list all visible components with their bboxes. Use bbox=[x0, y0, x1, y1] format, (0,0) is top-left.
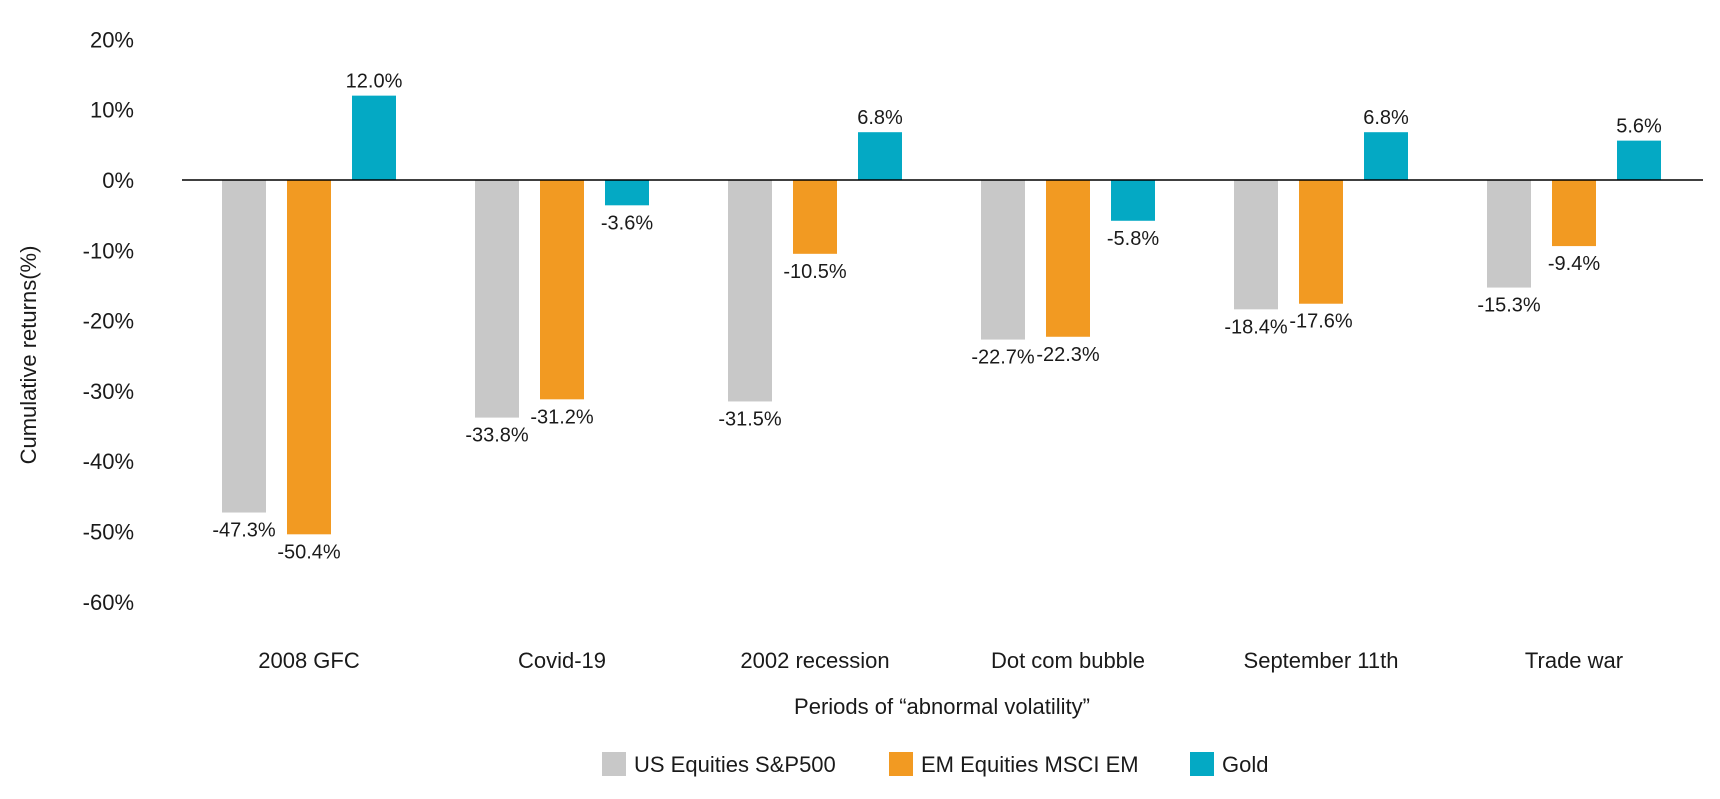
legend-label: EM Equities MSCI EM bbox=[921, 752, 1139, 777]
bar bbox=[1487, 180, 1531, 288]
y-axis-ticks: 20% 10% 0% -10% -20% -30% -40% -50% -60% bbox=[83, 27, 134, 614]
bar bbox=[605, 180, 649, 206]
legend: US Equities S&P500 EM Equities MSCI EM Gol… bbox=[602, 752, 1268, 777]
y-tick-label: -60% bbox=[83, 590, 134, 615]
category-label: 2002 recession bbox=[740, 648, 889, 673]
bar bbox=[1111, 180, 1155, 221]
y-tick-label: 20% bbox=[90, 27, 134, 52]
y-tick-label: -30% bbox=[83, 379, 134, 404]
category-label: 2008 GFC bbox=[258, 648, 360, 673]
data-label: -15.3% bbox=[1477, 295, 1541, 317]
data-label: -10.5% bbox=[783, 261, 847, 283]
bar bbox=[475, 180, 519, 418]
bar bbox=[1046, 180, 1090, 337]
bars bbox=[222, 95, 1661, 535]
legend-swatch bbox=[1190, 752, 1214, 776]
bar bbox=[352, 95, 396, 180]
bar bbox=[222, 180, 266, 513]
bar bbox=[1364, 132, 1408, 180]
bar bbox=[1234, 180, 1278, 310]
data-label: -31.2% bbox=[530, 406, 594, 428]
y-tick-label: 0% bbox=[102, 168, 134, 193]
legend-swatch bbox=[889, 752, 913, 776]
y-tick-label: -10% bbox=[83, 238, 134, 263]
data-label: 5.6% bbox=[1616, 116, 1662, 138]
bar bbox=[793, 180, 837, 254]
category-label: Dot com bubble bbox=[991, 648, 1145, 673]
data-label: -47.3% bbox=[212, 520, 276, 542]
category-label: September 11th bbox=[1244, 648, 1399, 673]
data-label: -9.4% bbox=[1548, 253, 1600, 275]
data-label: -33.8% bbox=[465, 425, 529, 447]
data-label: 12.0% bbox=[346, 71, 403, 93]
data-label: -18.4% bbox=[1224, 316, 1288, 338]
bar bbox=[858, 132, 902, 180]
data-label: -50.4% bbox=[277, 541, 341, 563]
y-tick-label: 10% bbox=[90, 98, 134, 123]
x-axis-title: Periods of “abnormal volatility” bbox=[794, 694, 1090, 719]
data-label: -3.6% bbox=[601, 212, 653, 234]
category-labels: 2008 GFC Covid-19 2002 recession Dot com bu… bbox=[258, 648, 1623, 673]
bar bbox=[540, 180, 584, 400]
data-label: -17.6% bbox=[1289, 311, 1353, 333]
bar bbox=[1299, 180, 1343, 304]
data-labels: -47.3%-50.4% 12.0% -33.8%-31.2% -3.6% -31.5%… bbox=[212, 71, 1662, 564]
category-label: Covid-19 bbox=[518, 648, 606, 673]
legend-swatch bbox=[602, 752, 626, 776]
y-tick-label: -40% bbox=[83, 449, 134, 474]
legend-label: US Equities S&P500 bbox=[634, 752, 836, 777]
bar bbox=[1617, 140, 1661, 180]
data-label: -22.3% bbox=[1036, 344, 1100, 366]
bar bbox=[981, 180, 1025, 340]
category-label: Trade war bbox=[1525, 648, 1623, 673]
bar bbox=[728, 180, 772, 402]
bar bbox=[287, 180, 331, 535]
data-label: -5.8% bbox=[1107, 228, 1159, 250]
data-label: -31.5% bbox=[718, 408, 782, 430]
data-label: -22.7% bbox=[971, 347, 1035, 369]
bar bbox=[1552, 180, 1596, 247]
data-label: 6.8% bbox=[857, 107, 903, 129]
y-tick-label: -50% bbox=[83, 520, 134, 545]
y-axis-title: Cumulative returns(%) bbox=[16, 246, 41, 465]
y-tick-label: -20% bbox=[83, 309, 134, 334]
data-label: 6.8% bbox=[1363, 107, 1409, 129]
legend-label: Gold bbox=[1222, 752, 1268, 777]
